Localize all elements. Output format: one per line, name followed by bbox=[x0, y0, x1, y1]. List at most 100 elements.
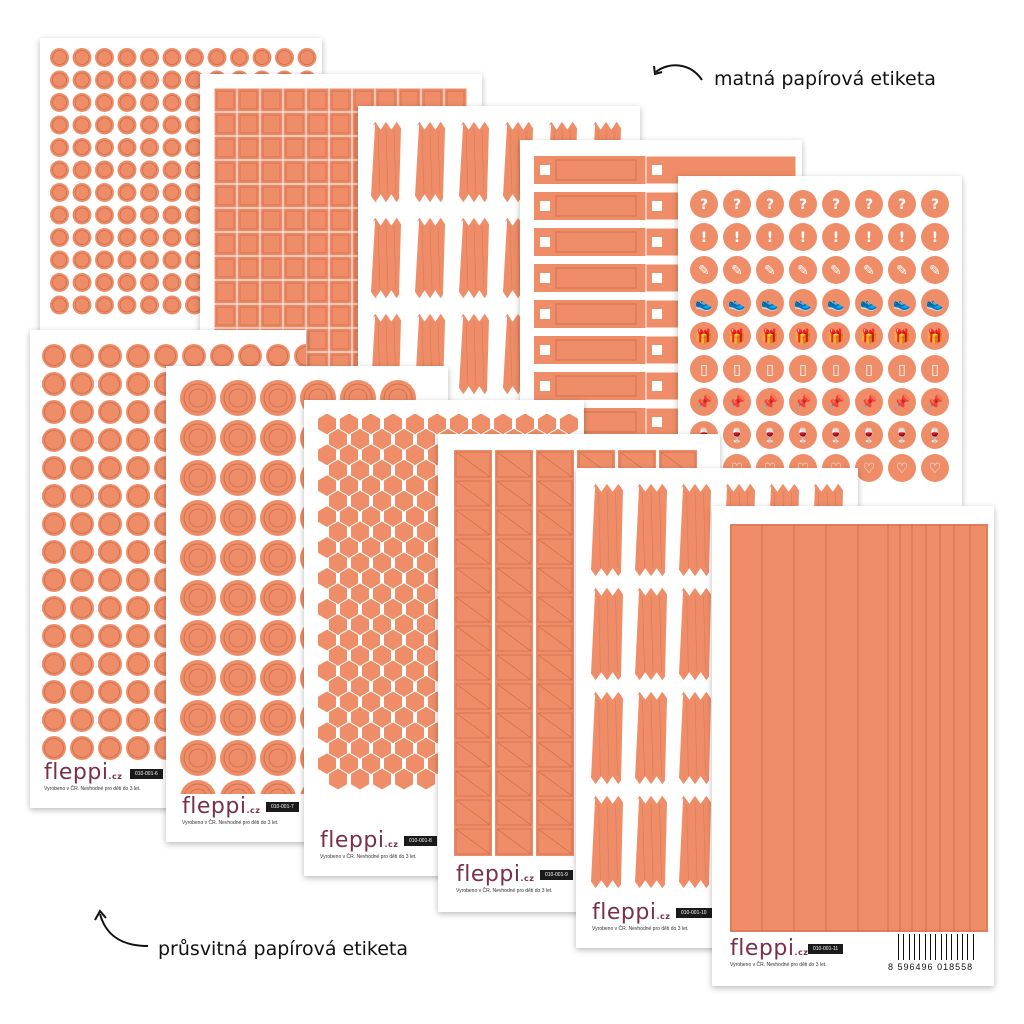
icon-circle-sticker bbox=[690, 256, 718, 284]
sticker-symbol: 🎁 bbox=[761, 328, 778, 345]
brush-stroke-sticker bbox=[590, 584, 626, 684]
square-sticker bbox=[282, 231, 307, 257]
hexagon-sticker bbox=[405, 690, 425, 714]
icon-circle-sticker bbox=[855, 355, 883, 383]
hexagon-sticker bbox=[361, 505, 381, 529]
hexagon-sticker bbox=[361, 690, 381, 714]
square-sticker bbox=[259, 255, 284, 281]
hexagon-sticker bbox=[328, 613, 348, 637]
circle-sticker bbox=[42, 540, 66, 564]
sticker-symbol: ▯ bbox=[865, 362, 873, 378]
square-sticker bbox=[328, 327, 353, 353]
sticker-symbol: 🎁 bbox=[860, 328, 877, 345]
sticker-symbol: 🎁 bbox=[695, 328, 712, 345]
square-sticker bbox=[236, 183, 261, 209]
brush-stroke-sticker bbox=[632, 482, 670, 580]
square-sticker bbox=[282, 159, 307, 185]
square-sticker bbox=[328, 111, 353, 137]
square-sticker bbox=[282, 207, 307, 233]
hexagon-sticker bbox=[394, 705, 414, 729]
circle-sticker bbox=[42, 680, 66, 704]
hexagon-sticker bbox=[405, 535, 425, 560]
sticker-symbol: ▯ bbox=[733, 362, 741, 378]
made-in-note: Vyrobeno v ČR. Nevhodné pro děti do 3 le… bbox=[182, 820, 279, 826]
ring-sticker bbox=[260, 540, 296, 576]
brush-stroke-sticker bbox=[632, 584, 670, 684]
icon-circle-sticker bbox=[690, 223, 718, 251]
circle-sticker bbox=[126, 708, 150, 732]
brand-logo: fleppi.cz bbox=[44, 760, 123, 785]
icon-circle-sticker bbox=[690, 388, 718, 416]
sticker-symbol: 📌 bbox=[926, 393, 944, 411]
hexagon-sticker bbox=[317, 597, 337, 621]
circle-sticker bbox=[70, 652, 94, 676]
sticker-symbol: ▯ bbox=[931, 362, 939, 378]
icon-circle-sticker bbox=[888, 454, 916, 482]
square-sticker bbox=[259, 88, 284, 113]
icon-circle-sticker bbox=[855, 421, 883, 449]
hexagon-sticker bbox=[405, 628, 425, 652]
hexagon-sticker bbox=[383, 535, 403, 560]
brush-stroke-sticker bbox=[632, 688, 670, 788]
ring-sticker bbox=[180, 500, 216, 536]
square-sticker bbox=[259, 207, 284, 233]
hexagon-sticker bbox=[372, 458, 392, 482]
square-sticker bbox=[236, 255, 261, 281]
strip-sticker bbox=[536, 450, 574, 856]
square-sticker bbox=[259, 135, 284, 161]
icon-circle-sticker bbox=[822, 355, 850, 383]
square-sticker bbox=[328, 207, 353, 233]
hexagon-sticker bbox=[361, 474, 381, 498]
hexagon-sticker bbox=[383, 474, 403, 498]
circle-sticker bbox=[42, 456, 66, 480]
square-sticker bbox=[214, 183, 238, 209]
square-sticker bbox=[305, 159, 330, 185]
matte-label-caption: matná papírová etiketa bbox=[714, 68, 936, 90]
square-sticker bbox=[214, 255, 238, 281]
circle-sticker bbox=[70, 624, 94, 648]
square-sticker bbox=[236, 303, 261, 329]
sticker-symbol: ? bbox=[865, 197, 873, 213]
hexagon-sticker bbox=[394, 767, 414, 791]
square-sticker bbox=[305, 231, 330, 257]
made-in-note: Vyrobeno v ČR. Nevhodné pro děti do 3 le… bbox=[320, 854, 417, 860]
circle-sticker bbox=[70, 344, 94, 368]
brush-stroke-sticker bbox=[370, 214, 404, 302]
hexagon-sticker bbox=[339, 414, 359, 436]
circle-sticker bbox=[154, 344, 178, 368]
brand-logo: fleppi.cz bbox=[182, 794, 261, 819]
square-sticker bbox=[236, 111, 261, 137]
hexagon-sticker bbox=[416, 705, 436, 729]
sticker-symbol: 📌 bbox=[695, 393, 713, 411]
hexagon-sticker bbox=[339, 721, 359, 745]
icon-circle-sticker bbox=[921, 421, 949, 449]
icon-circle-sticker bbox=[921, 454, 949, 482]
hexagon-sticker bbox=[372, 551, 392, 575]
icon-circle-sticker bbox=[855, 289, 883, 317]
circle-sticker bbox=[182, 344, 206, 368]
hexagon-sticker bbox=[339, 474, 359, 498]
circle-sticker bbox=[70, 512, 94, 536]
hexagon-sticker bbox=[361, 535, 381, 560]
sticker-symbol: 👟 bbox=[827, 296, 845, 312]
hexagon-sticker bbox=[405, 721, 425, 745]
ring-sticker bbox=[260, 380, 296, 416]
ring-sticker bbox=[260, 740, 296, 776]
hexagon-sticker bbox=[394, 551, 414, 575]
icon-circle-sticker bbox=[921, 355, 949, 383]
square-sticker bbox=[328, 231, 353, 257]
circle-sticker bbox=[42, 736, 66, 760]
circle-sticker bbox=[42, 624, 66, 648]
hexagon-sticker bbox=[339, 690, 359, 714]
hexagon-sticker bbox=[328, 458, 348, 482]
sticker-symbol: ? bbox=[733, 197, 741, 213]
circle-sticker bbox=[126, 736, 150, 760]
circle-sticker bbox=[98, 428, 122, 452]
hexagon-sticker bbox=[372, 489, 392, 513]
sticker-symbol: ✎ bbox=[830, 263, 842, 279]
circle-sticker bbox=[126, 512, 150, 536]
circle-sticker bbox=[98, 540, 122, 564]
circle-sticker bbox=[98, 624, 122, 648]
hexagon-sticker bbox=[339, 597, 359, 621]
sticker-symbol: ✎ bbox=[797, 263, 809, 279]
